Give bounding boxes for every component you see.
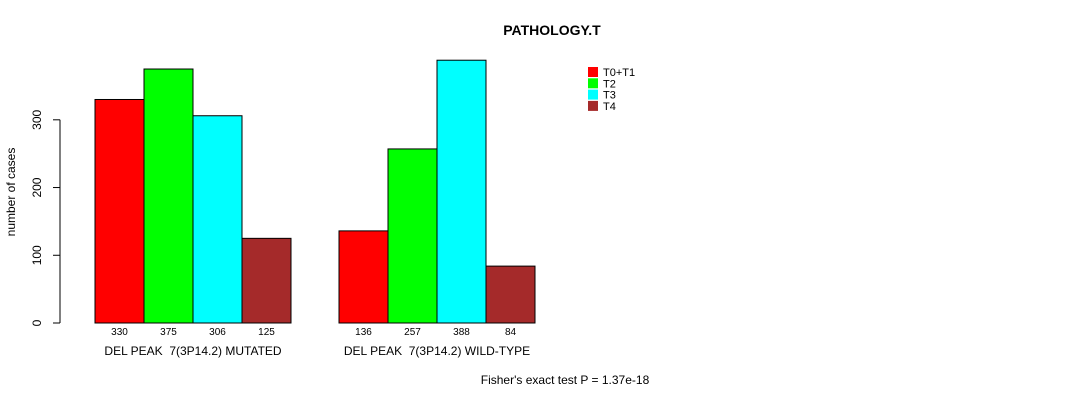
y-tick-label: 200 xyxy=(30,177,44,197)
y-tick-label: 300 xyxy=(30,109,44,129)
bar xyxy=(143,68,194,324)
group-label-mutated: DEL PEAK 7(3P14.2) MUTATED xyxy=(104,344,281,358)
y-axis-label: number of cases xyxy=(4,148,18,237)
legend-label: T0+T1 xyxy=(603,67,635,79)
bar-count-label: 306 xyxy=(209,327,226,338)
chart-title: PATHOLOGY.T xyxy=(503,22,601,38)
y-tick-label: 0 xyxy=(30,319,44,326)
bar-count-label: 375 xyxy=(160,327,177,338)
bar-count-label: 330 xyxy=(111,327,128,338)
plot-area: 0 100 200 300 330 375 306 125 136 257 388 84 xyxy=(30,59,536,338)
legend-label: T4 xyxy=(603,101,616,113)
bar xyxy=(485,265,536,324)
bar xyxy=(436,59,487,324)
bar xyxy=(338,230,389,324)
bar-count-label: 84 xyxy=(505,327,517,338)
bar-count-label: 257 xyxy=(404,327,421,338)
legend-label: T2 xyxy=(603,78,616,90)
bar xyxy=(387,148,438,324)
bar-count-label: 125 xyxy=(258,327,275,338)
legend-label: T3 xyxy=(603,90,616,102)
bar-count-label: 136 xyxy=(355,327,372,338)
bar xyxy=(94,98,145,324)
group-label-wild-type: DEL PEAK 7(3P14.2) WILD-TYPE xyxy=(344,344,530,358)
legend-swatch xyxy=(588,78,598,89)
legend-swatch xyxy=(588,100,598,111)
legend-swatch xyxy=(588,67,598,77)
bar xyxy=(241,237,292,324)
fisher-test-annotation: Fisher's exact test P = 1.37e-18 xyxy=(481,373,650,387)
legend-swatch xyxy=(588,89,598,100)
bar xyxy=(192,115,243,324)
bar-count-label: 388 xyxy=(453,327,470,338)
y-tick-label: 100 xyxy=(30,245,44,265)
